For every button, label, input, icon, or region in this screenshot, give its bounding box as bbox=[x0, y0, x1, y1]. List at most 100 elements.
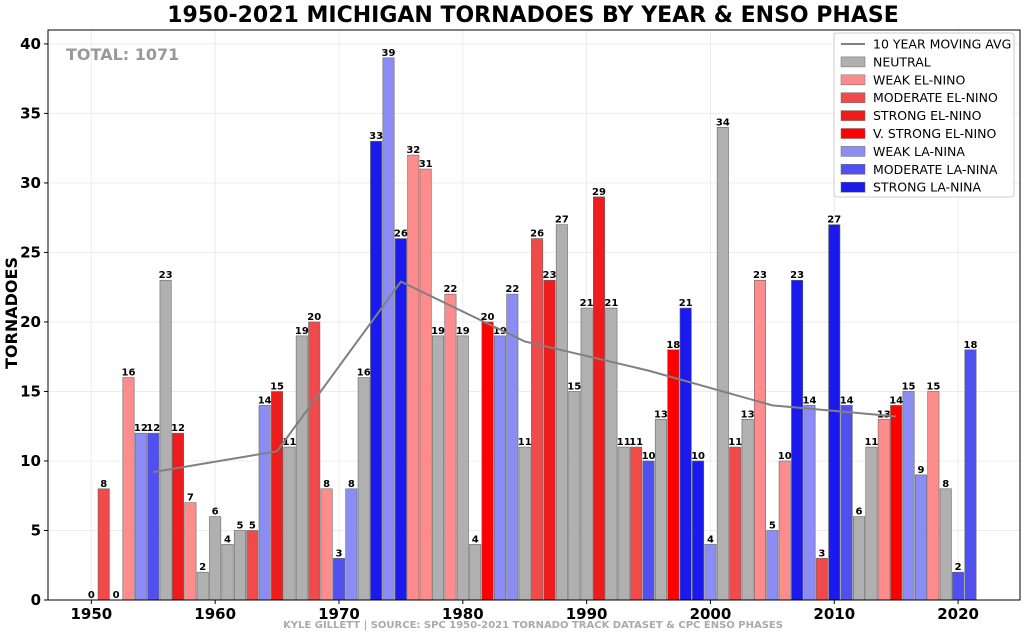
legend-swatch-ml bbox=[840, 164, 866, 175]
bar-label-1989: 15 bbox=[567, 381, 581, 392]
bar-1963 bbox=[246, 530, 259, 601]
legend-label-ve: V. STRONG EL-NINO bbox=[873, 126, 997, 141]
bar-label-1965: 15 bbox=[270, 381, 284, 392]
y-tick-label: 30 bbox=[20, 174, 41, 192]
y-ticks: 0 5 10 15 20 25 30 35 40 bbox=[20, 35, 48, 609]
bar-2015 bbox=[890, 405, 903, 601]
bar-2001 bbox=[716, 127, 729, 601]
legend-label-we: WEAK EL-NINO bbox=[873, 72, 966, 87]
bar-label-1978: 19 bbox=[431, 326, 445, 337]
bar-1970 bbox=[332, 557, 345, 601]
moving-average bbox=[153, 280, 897, 474]
bar-label-2017: 9 bbox=[917, 465, 924, 476]
bar-label-2013: 11 bbox=[864, 437, 878, 448]
bar-label-1975: 26 bbox=[394, 229, 408, 240]
moving-average-line bbox=[153, 280, 897, 474]
bar-2002 bbox=[729, 446, 742, 601]
bar-1958 bbox=[184, 502, 197, 601]
bar-label-1992: 21 bbox=[604, 298, 618, 309]
bar-label-1991: 29 bbox=[592, 187, 606, 198]
x-ticks: 1950 1960 1970 1980 1990 2000 2010 2020 bbox=[70, 600, 979, 623]
y-tick-label: 0 bbox=[31, 591, 41, 609]
bar-1959 bbox=[196, 571, 209, 601]
bar-1983 bbox=[493, 335, 506, 601]
bar-label-1990: 21 bbox=[580, 298, 594, 309]
bar-label-1958: 7 bbox=[187, 493, 194, 504]
bar-2020 bbox=[952, 571, 965, 601]
bar-label-1964: 14 bbox=[258, 395, 272, 406]
bar-label-1961: 4 bbox=[224, 534, 231, 545]
bar-label-1995: 10 bbox=[642, 451, 656, 462]
bar-1978 bbox=[432, 335, 445, 601]
bar-label-1987: 23 bbox=[543, 270, 557, 281]
bar-1981 bbox=[469, 544, 482, 601]
bar-label-1998: 21 bbox=[679, 298, 693, 309]
bar-1951 bbox=[97, 488, 110, 601]
legend-label-se: STRONG EL-NINO bbox=[873, 108, 982, 123]
x-tick-label: 1990 bbox=[566, 605, 608, 623]
bar-label-1979: 22 bbox=[443, 284, 457, 295]
bar-label-2001: 34 bbox=[716, 117, 730, 128]
bar-1961 bbox=[221, 544, 234, 601]
bar-label-1971: 8 bbox=[348, 479, 355, 490]
x-tick-label: 2010 bbox=[813, 605, 855, 623]
bar-2006 bbox=[778, 460, 791, 601]
bar-label-1976: 32 bbox=[406, 145, 420, 156]
bar-2000 bbox=[704, 544, 717, 601]
bar-1974 bbox=[382, 57, 395, 601]
bar-2003 bbox=[741, 418, 754, 601]
bar-1975 bbox=[394, 238, 407, 601]
bar-1985 bbox=[518, 446, 531, 601]
bar-label-2007: 23 bbox=[790, 270, 804, 281]
bar-label-1954: 12 bbox=[134, 423, 148, 434]
bar-label-2009: 3 bbox=[818, 548, 825, 559]
x-tick-label: 1950 bbox=[70, 605, 112, 623]
x-tick-label: 2000 bbox=[690, 605, 732, 623]
bar-1976 bbox=[407, 154, 420, 601]
bar-2008 bbox=[803, 405, 816, 601]
bar-label-2002: 11 bbox=[728, 437, 742, 448]
x-tick-label: 1960 bbox=[194, 605, 236, 623]
bar-label-2018: 15 bbox=[926, 381, 940, 392]
bar-label-1981: 4 bbox=[472, 534, 479, 545]
bar-label-1968: 20 bbox=[307, 312, 321, 323]
bar-label-2011: 14 bbox=[840, 395, 854, 406]
bar-2012 bbox=[853, 516, 866, 601]
bar-label-1959: 2 bbox=[199, 562, 206, 573]
legend-box bbox=[833, 32, 1015, 198]
axes bbox=[47, 29, 1021, 601]
bar-1955 bbox=[147, 432, 160, 601]
bar-2004 bbox=[753, 279, 766, 601]
bar-2010 bbox=[828, 224, 841, 601]
bar-1953 bbox=[122, 377, 135, 601]
legend: 10 YEAR MOVING AVG NEUTRAL WEAK EL-NINO MOD… bbox=[833, 32, 1015, 198]
bar-label-1951: 8 bbox=[100, 479, 107, 490]
legend-swatch-n bbox=[840, 56, 866, 68]
bar-label-1950: 0 bbox=[88, 590, 95, 601]
bar-1992 bbox=[605, 307, 618, 601]
legend-label-me: MODERATE EL-NINO bbox=[873, 90, 998, 105]
bar-label-2008: 14 bbox=[803, 395, 817, 406]
bar-1988 bbox=[555, 224, 568, 601]
bar-2017 bbox=[914, 474, 927, 601]
bar-label-1977: 31 bbox=[419, 159, 433, 170]
bar-2007 bbox=[791, 279, 804, 601]
bar-1957 bbox=[172, 432, 185, 601]
bar-label-1966: 11 bbox=[282, 437, 296, 448]
bar-1984 bbox=[506, 293, 519, 601]
bar-label-2003: 13 bbox=[741, 409, 755, 420]
bar-label-1996: 13 bbox=[654, 409, 668, 420]
bar-label-1982: 20 bbox=[481, 312, 495, 323]
source-credit: KYLE GILLETT | SOURCE: SPC 1950-2021 TOR… bbox=[283, 620, 783, 631]
total-label: TOTAL: 1071 bbox=[66, 45, 179, 64]
y-tick-label: 25 bbox=[20, 243, 41, 261]
bar-label-2020: 2 bbox=[955, 562, 962, 573]
bar-label-1963: 5 bbox=[249, 520, 256, 531]
bar-1977 bbox=[419, 168, 432, 601]
bar-2019 bbox=[939, 488, 952, 601]
bar-1999 bbox=[692, 460, 705, 601]
bar-label-1985: 11 bbox=[518, 437, 532, 448]
bar-label-2015: 14 bbox=[889, 395, 903, 406]
bar-label-1973: 33 bbox=[369, 131, 383, 142]
